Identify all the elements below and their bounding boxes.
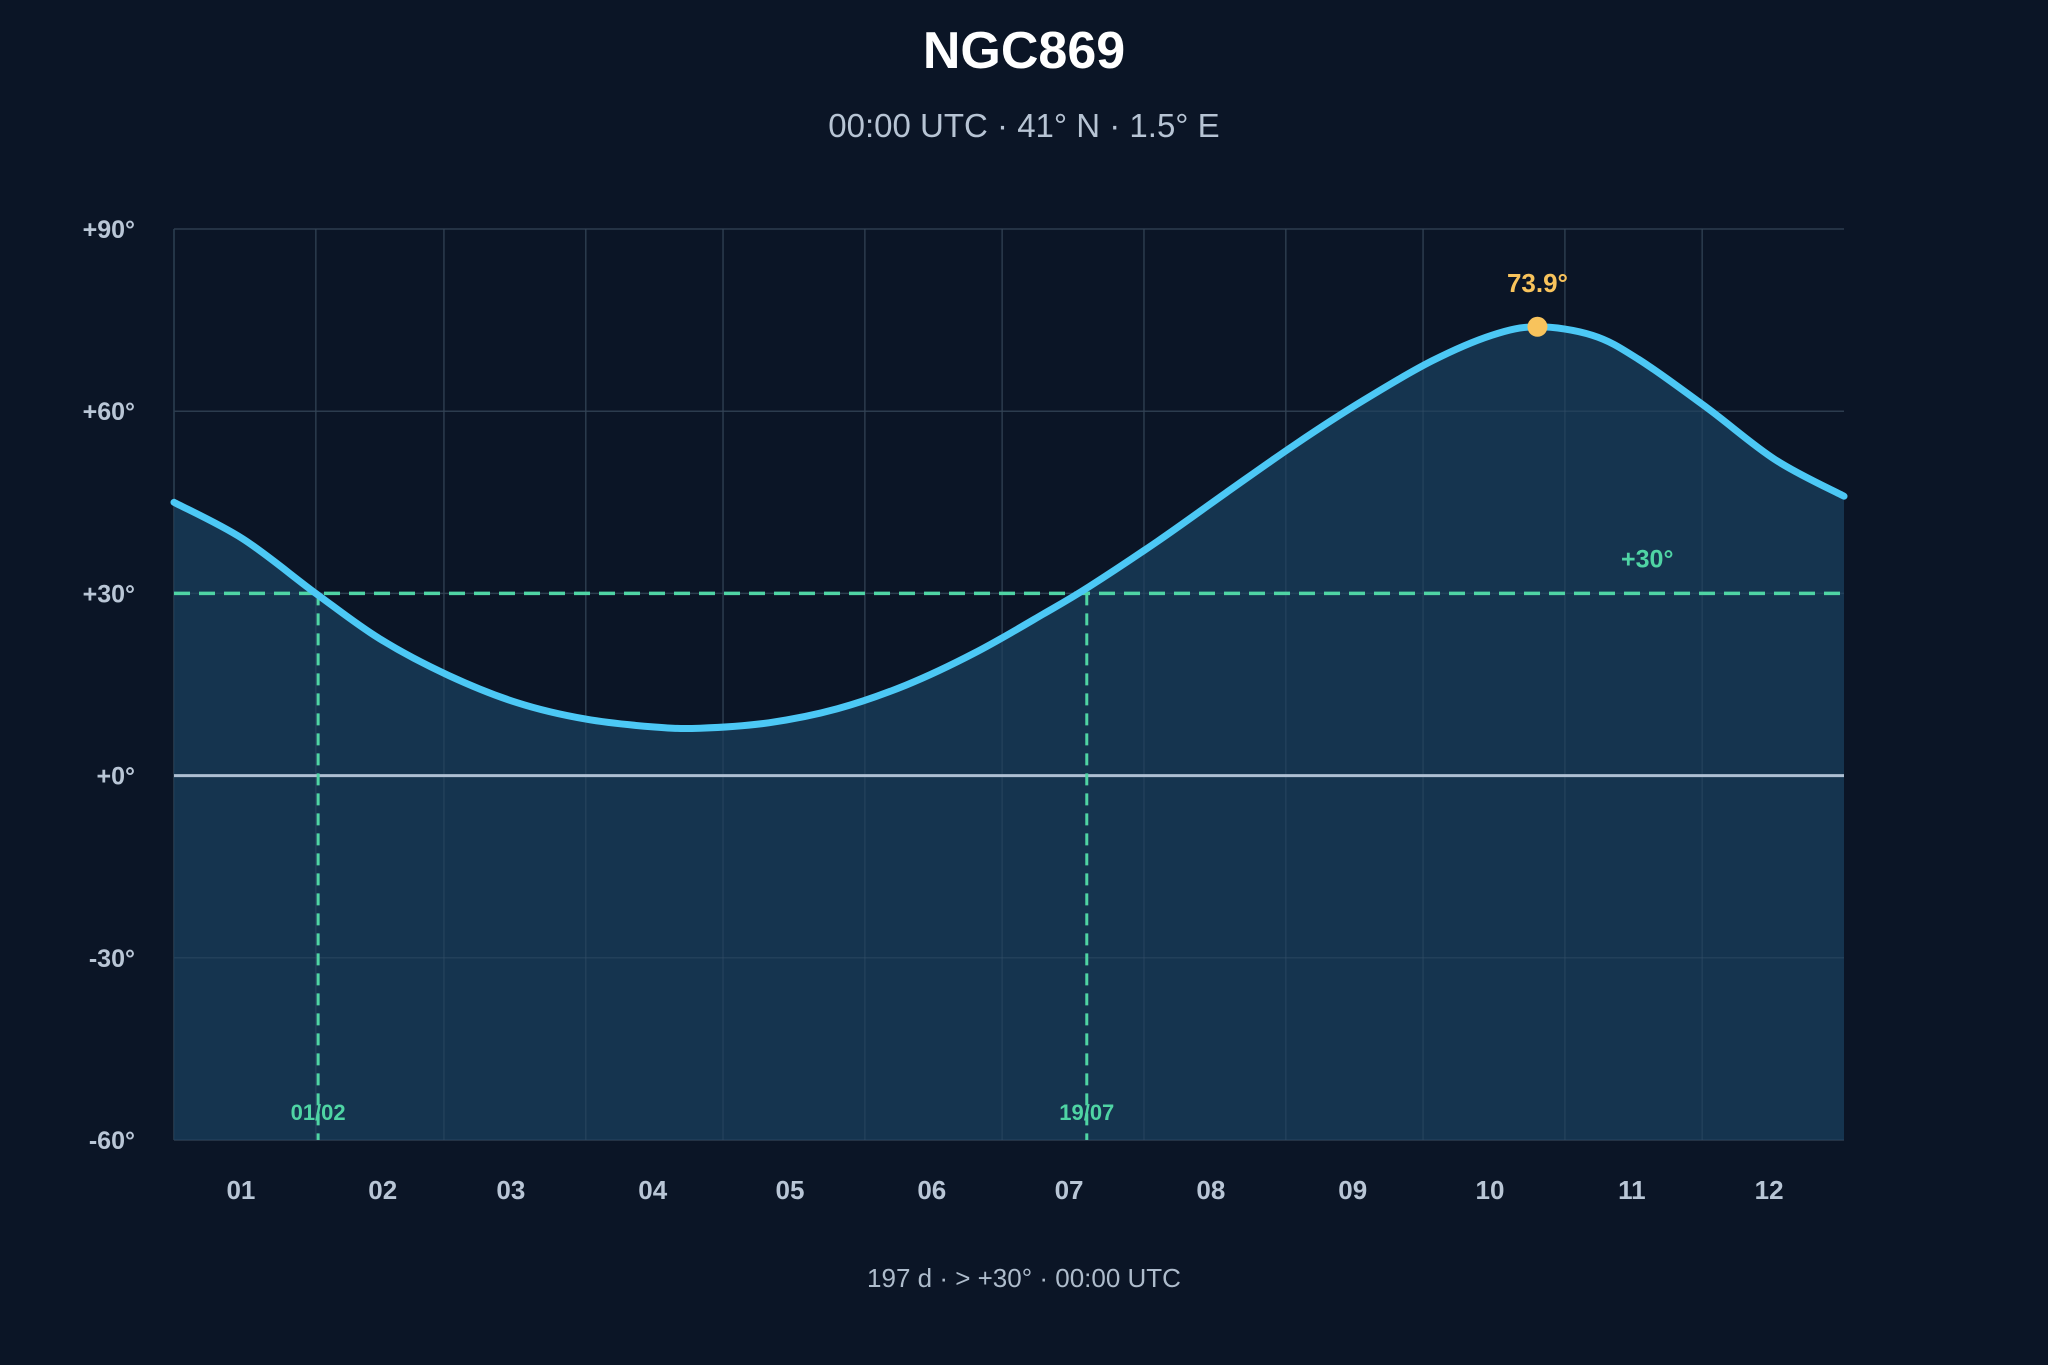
plot-area: +30° 01/02 19/07 73.9° -60° -30° +0° +30° +60° +9… <box>83 216 1848 1205</box>
x-tick-label: 06 <box>917 1175 946 1205</box>
peak-label: 73.9° <box>1507 268 1568 298</box>
footer-note: 197 d · > +30° · 00:00 UTC <box>867 1263 1181 1293</box>
x-tick-label: 04 <box>638 1175 667 1205</box>
y-tick-label: +0° <box>96 763 135 791</box>
x-tick-label: 12 <box>1755 1175 1784 1205</box>
x-tick-label: 10 <box>1476 1175 1505 1205</box>
y-tick-label: -60° <box>89 1127 135 1155</box>
y-tick-label: -30° <box>89 945 135 973</box>
y-tick-label: +90° <box>83 216 135 244</box>
x-tick-label: 02 <box>368 1175 397 1205</box>
x-tick-label: 03 <box>496 1175 525 1205</box>
chart-subtitle: 00:00 UTC · 41° N · 1.5° E <box>828 107 1219 144</box>
x-tick-label: 11 <box>1618 1175 1646 1205</box>
x-tick-label: 07 <box>1055 1175 1084 1205</box>
x-tick-label: 05 <box>775 1175 804 1205</box>
altitude-area <box>174 326 1844 1140</box>
crossing-label: 01/02 <box>291 1100 346 1125</box>
peak-marker <box>1527 316 1548 337</box>
chart-title: NGC869 <box>923 22 1125 80</box>
x-tick-label: 01 <box>226 1175 255 1205</box>
y-tick-label: +60° <box>83 398 135 426</box>
threshold-label: +30° <box>1621 545 1673 573</box>
x-tick-label: 09 <box>1338 1175 1367 1205</box>
y-tick-label: +30° <box>83 580 135 608</box>
crossing-label: 19/07 <box>1059 1100 1114 1125</box>
x-tick-label: 08 <box>1196 1175 1225 1205</box>
altitude-curve <box>170 323 1848 733</box>
